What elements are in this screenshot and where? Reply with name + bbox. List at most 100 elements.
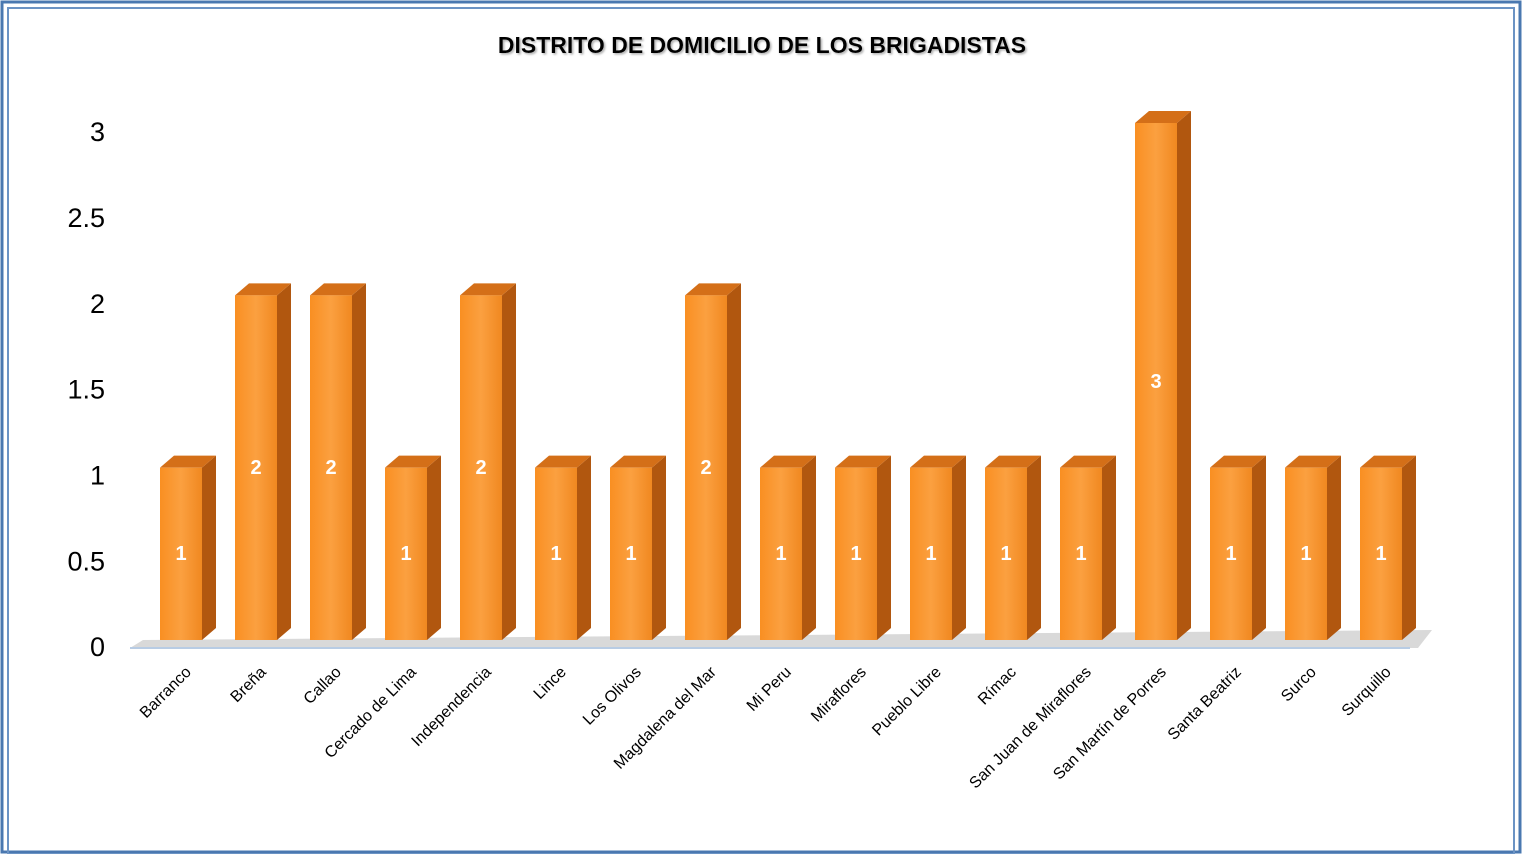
- data-label: 1: [175, 543, 186, 565]
- bar-top: [1360, 455, 1416, 468]
- bar-side: [727, 283, 741, 640]
- bar-top: [1285, 455, 1341, 468]
- data-label: 1: [625, 543, 636, 565]
- bar-top: [535, 455, 591, 468]
- x-tick-label: Independencia: [409, 664, 495, 750]
- bar-top: [235, 283, 291, 296]
- data-label: 2: [325, 457, 336, 479]
- bar-top: [610, 455, 666, 468]
- bar-top: [160, 455, 216, 468]
- bar-side: [1177, 111, 1191, 640]
- x-tick-label: Rímac: [975, 664, 1020, 709]
- bar-side: [502, 283, 516, 640]
- x-tick-label: Callao: [301, 664, 345, 708]
- data-label: 1: [1300, 543, 1311, 565]
- bar: [910, 455, 966, 640]
- y-tick-label: 2.5: [67, 203, 105, 233]
- bar-front: [1210, 467, 1252, 640]
- bar-side: [1102, 455, 1116, 640]
- bar-side: [1027, 455, 1041, 640]
- data-label: 1: [400, 543, 411, 565]
- bar-front: [610, 467, 652, 640]
- bar-front: [835, 467, 877, 640]
- bar: [610, 455, 666, 640]
- bar-side: [1327, 455, 1341, 640]
- bar-side: [202, 455, 216, 640]
- bar-top: [685, 283, 741, 296]
- bar-side: [577, 455, 591, 640]
- x-tick-label: Surquillo: [1339, 664, 1395, 720]
- x-tick-label: Los Olivos: [580, 664, 645, 729]
- bar-front: [685, 295, 727, 640]
- bar-side: [277, 283, 291, 640]
- bar-front: [160, 467, 202, 640]
- y-tick-label: 0: [90, 632, 105, 662]
- data-label: 1: [1375, 543, 1386, 565]
- y-tick-label: 2: [90, 289, 105, 319]
- bar-side: [352, 283, 366, 640]
- bar-front: [310, 295, 352, 640]
- bar-side: [877, 455, 891, 640]
- bar: [310, 283, 366, 640]
- bar: [1135, 111, 1191, 640]
- bar-top: [460, 283, 516, 296]
- bar-top: [1210, 455, 1266, 468]
- bar-side: [652, 455, 666, 640]
- bar-top: [1060, 455, 1116, 468]
- data-label: 2: [700, 457, 711, 479]
- bar-top: [385, 455, 441, 468]
- data-label: 3: [1150, 371, 1161, 393]
- bar: [535, 455, 591, 640]
- x-tick-label: Pueblo Libre: [869, 664, 945, 740]
- data-label: 1: [1000, 543, 1011, 565]
- bar: [1060, 455, 1116, 640]
- bar-top: [760, 455, 816, 468]
- bar-front: [1285, 467, 1327, 640]
- bar: [385, 455, 441, 640]
- bar-top: [1135, 111, 1191, 123]
- data-label: 1: [1225, 543, 1236, 565]
- bar-front: [460, 295, 502, 640]
- bar-front: [910, 467, 952, 640]
- x-tick-label: San Juan de Miraflores: [966, 664, 1094, 792]
- bar-side: [1402, 455, 1416, 640]
- bar-front: [985, 467, 1027, 640]
- x-tick-label: Barranco: [137, 664, 195, 722]
- data-label: 1: [925, 543, 936, 565]
- bar-side: [1252, 455, 1266, 640]
- y-tick-label: 0.5: [67, 546, 105, 576]
- y-tick-label: 3: [90, 117, 105, 147]
- bar-side: [802, 455, 816, 640]
- bar-top: [310, 283, 366, 296]
- bar: [235, 283, 291, 640]
- bar: [1285, 455, 1341, 640]
- y-tick-label: 1: [90, 460, 105, 490]
- data-label: 1: [775, 543, 786, 565]
- data-label: 2: [475, 457, 486, 479]
- y-tick-label: 1.5: [67, 375, 105, 405]
- bar: [760, 455, 816, 640]
- bar: [1360, 455, 1416, 640]
- chart-title: DISTRITO DE DOMICILIO DE LOS BRIGADISTAS: [498, 32, 1026, 58]
- bar: [985, 455, 1041, 640]
- bar-front: [1060, 467, 1102, 640]
- bar-side: [427, 455, 441, 640]
- bar-side: [952, 455, 966, 640]
- inner-frame: [7, 7, 1515, 854]
- bar: [685, 283, 741, 640]
- bar-front: [235, 295, 277, 640]
- bar: [160, 455, 216, 640]
- bar-front: [1360, 467, 1402, 640]
- bar-front: [1135, 123, 1177, 640]
- data-label: 2: [250, 457, 261, 479]
- bar: [835, 455, 891, 640]
- bar-front: [385, 467, 427, 640]
- bar: [460, 283, 516, 640]
- x-tick-label: Breña: [228, 664, 270, 706]
- x-tick-label: Mi Peru: [744, 664, 795, 715]
- x-tick-label: Miraflores: [808, 664, 870, 726]
- data-label: 1: [850, 543, 861, 565]
